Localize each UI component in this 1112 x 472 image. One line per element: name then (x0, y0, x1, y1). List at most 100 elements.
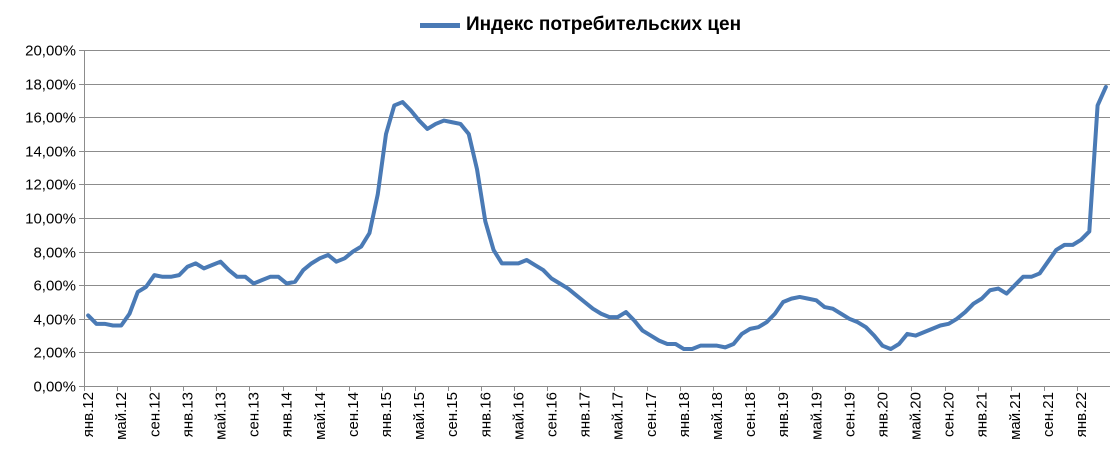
data-point (111, 324, 114, 327)
data-point (517, 262, 520, 265)
data-point (550, 277, 553, 280)
data-point (401, 101, 404, 104)
data-point (153, 274, 156, 277)
data-point (856, 321, 859, 324)
data-point (840, 312, 843, 315)
data-point (740, 332, 743, 335)
x-tick-label: сен.13 (246, 392, 263, 437)
data-point (360, 245, 363, 248)
x-tick-label: сен.15 (444, 392, 461, 437)
data-point (790, 297, 793, 300)
x-tick-label: май.20 (908, 392, 925, 440)
x-tick-label: сен.14 (345, 392, 362, 437)
y-tick-label: 6,00% (33, 278, 76, 295)
data-point (260, 279, 263, 282)
data-point (947, 322, 950, 325)
data-point (343, 257, 346, 260)
data-point (914, 334, 917, 337)
data-point (906, 332, 909, 335)
data-point (87, 314, 90, 317)
x-tick-label: янв.19 (775, 392, 792, 437)
data-point (186, 265, 189, 268)
data-point (368, 232, 371, 235)
legend: Индекс потребительских цен (420, 14, 741, 36)
y-tick-label: 2,00% (33, 345, 76, 362)
data-point (136, 290, 139, 293)
data-point (103, 322, 106, 325)
data-point (476, 168, 479, 171)
data-point (922, 331, 925, 334)
data-point (575, 294, 578, 297)
y-tick-label: 20,00% (25, 43, 76, 60)
data-point (989, 289, 992, 292)
x-tick-label: май.15 (411, 392, 428, 440)
data-point (500, 262, 503, 265)
data-point (732, 343, 735, 346)
data-point (583, 301, 586, 304)
data-point (451, 121, 454, 124)
x-tick-label: сен.20 (941, 392, 958, 437)
x-tick-label: май.16 (510, 392, 527, 440)
data-point (798, 295, 801, 298)
data-point (591, 307, 594, 310)
y-tick-label: 8,00% (33, 245, 76, 262)
y-tick-label: 18,00% (25, 77, 76, 94)
x-tick-label: янв.16 (477, 392, 494, 437)
data-point (202, 267, 205, 270)
data-point (1104, 85, 1107, 88)
data-point (823, 306, 826, 309)
data-point (145, 285, 148, 288)
data-point (889, 348, 892, 351)
data-point (558, 282, 561, 285)
data-point (442, 119, 445, 122)
data-point (616, 316, 619, 319)
data-point (881, 344, 884, 347)
data-point (608, 316, 611, 319)
data-point (600, 312, 603, 315)
data-point (269, 275, 272, 278)
data-point (211, 264, 214, 267)
x-tick-label: янв.14 (279, 392, 296, 437)
data-point (765, 321, 768, 324)
data-point (939, 324, 942, 327)
data-point (649, 334, 652, 337)
x-tick-label: май.12 (113, 392, 130, 440)
x-tick-label: янв.17 (577, 392, 594, 437)
x-tick-label: янв.21 (974, 392, 991, 437)
data-point (1038, 272, 1041, 275)
x-tick-label: сен.17 (643, 392, 660, 437)
x-tick-label: май.14 (312, 392, 329, 440)
data-point (1055, 248, 1058, 251)
x-tick-label: янв.15 (378, 392, 395, 437)
data-point (95, 322, 98, 325)
data-point (1063, 243, 1066, 246)
x-tick-label: янв.12 (80, 392, 97, 437)
data-point (1046, 260, 1049, 263)
data-point (873, 334, 876, 337)
data-point (335, 260, 338, 263)
data-point (682, 348, 685, 351)
data-point (128, 312, 131, 315)
data-point (310, 262, 313, 265)
data-point (724, 346, 727, 349)
data-point (757, 326, 760, 329)
data-point (815, 299, 818, 302)
data-point (848, 317, 851, 320)
data-point (806, 297, 809, 300)
data-point (169, 275, 172, 278)
x-tick-label: май.18 (709, 392, 726, 440)
x-tick-label: янв.13 (179, 392, 196, 437)
data-point (327, 253, 330, 256)
data-point (1096, 104, 1099, 107)
legend-label: Индекс потребительских цен (466, 14, 742, 35)
x-tick-label: май.17 (610, 392, 627, 440)
data-point (980, 297, 983, 300)
data-point (418, 119, 421, 122)
x-tick-label: сен.21 (1040, 392, 1057, 437)
data-point (641, 329, 644, 332)
data-point (318, 257, 321, 260)
data-point (509, 262, 512, 265)
data-point (236, 275, 239, 278)
data-point (1013, 284, 1016, 287)
